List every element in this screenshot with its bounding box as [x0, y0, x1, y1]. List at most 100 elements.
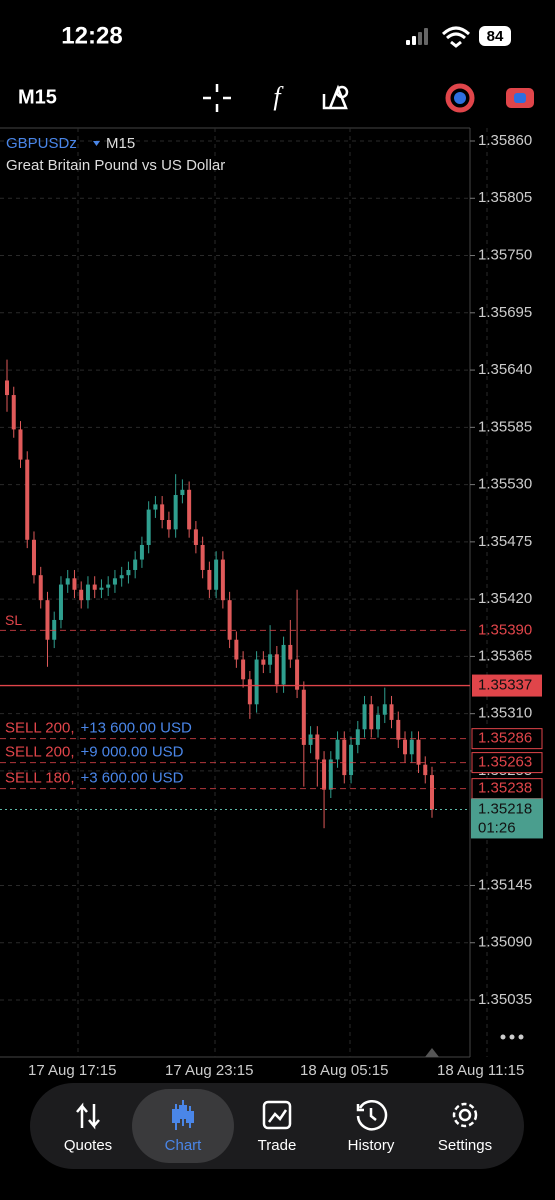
y-tick-label: 1.35090	[478, 934, 532, 951]
candle-body	[349, 744, 354, 776]
y-tick-label: 1.35695	[478, 304, 532, 321]
y-tick-label: 1.35035	[478, 991, 532, 1008]
x-tick-label: 18 Aug 05:15	[300, 1062, 388, 1079]
chart-icon[interactable]	[172, 1100, 194, 1130]
candle-body	[301, 689, 306, 745]
y-tick-label: 1.35420	[478, 590, 532, 607]
candle-body	[376, 714, 381, 730]
candle-body	[389, 704, 394, 720]
bid-price: 1.35337	[478, 677, 532, 694]
current-price: 1.35218	[478, 800, 532, 817]
candle-body	[160, 504, 165, 521]
candle-body	[187, 489, 192, 530]
y-tick-label: 1.35585	[478, 418, 532, 435]
price-box	[471, 798, 543, 839]
candle-body	[295, 659, 300, 690]
chart-timeframe: M15	[106, 135, 135, 152]
candle-body	[18, 429, 23, 460]
symbol-dropdown	[93, 141, 100, 146]
nav-label[interactable]: Quotes	[64, 1137, 112, 1154]
chart: 17 Aug 17:15 17 Aug 23:15 18 Aug 05:15 18 A…	[0, 128, 543, 1079]
bar-timer: 01:26	[478, 819, 516, 836]
y-tick-label: 1.35805	[478, 189, 532, 206]
order-price-box	[471, 728, 543, 750]
nav-label[interactable]: Trade	[258, 1137, 297, 1154]
candle-body	[396, 719, 401, 740]
candle-body	[180, 489, 185, 496]
order-price: 1.35286	[478, 730, 532, 747]
x-tick-label: 17 Aug 17:15	[28, 1062, 116, 1079]
candle-body	[281, 644, 286, 685]
candle-body	[200, 544, 205, 570]
sl-price: 1.35390	[478, 621, 532, 638]
candle-body	[247, 679, 252, 705]
candle-body	[288, 644, 293, 660]
order-side: SELL 200,	[5, 720, 75, 737]
candle-body	[416, 739, 421, 765]
candle-body	[25, 459, 30, 540]
quotes-icon[interactable]	[76, 1102, 100, 1130]
candle-body	[38, 575, 43, 601]
y-tick-label: 1.35530	[478, 476, 532, 493]
candle-body	[234, 639, 239, 660]
candle-body	[328, 759, 333, 790]
trade-icon[interactable]	[262, 1100, 292, 1130]
settings-icon[interactable]	[452, 1102, 478, 1128]
candle-body	[146, 509, 151, 545]
y-tick-label: 1.35640	[478, 361, 532, 378]
battery-icon	[479, 26, 511, 46]
candle-body	[382, 704, 387, 715]
battery-level: 84	[487, 28, 504, 45]
nav-label[interactable]: Chart	[165, 1137, 203, 1154]
sl-label: SL	[5, 612, 22, 628]
bid-box	[472, 674, 542, 697]
order-profit: +13 600.00 USD	[81, 720, 192, 737]
status-time: 12:28	[61, 22, 122, 49]
order-price: 1.35263	[478, 754, 532, 771]
order-side: SELL 180,	[5, 770, 75, 787]
scroll-marker	[425, 1048, 439, 1057]
candle-body	[261, 659, 266, 665]
candle-body	[254, 659, 259, 705]
candle-body	[423, 764, 428, 776]
objects-button[interactable]	[322, 84, 349, 110]
candle-body	[72, 578, 77, 590]
candle-body	[274, 654, 279, 685]
trade-button[interactable]	[506, 88, 534, 108]
candle-body	[99, 587, 104, 590]
candle-body	[355, 729, 360, 745]
order-profit: +9 000.00 USD	[81, 744, 184, 761]
signal-icon	[406, 28, 428, 45]
order-profit: +3 600.00 USD	[81, 770, 184, 787]
x-tick-label: 17 Aug 23:15	[165, 1062, 253, 1079]
history-icon[interactable]	[356, 1100, 388, 1131]
candle-body	[45, 600, 50, 640]
candle-body	[52, 619, 57, 640]
candle-body	[58, 584, 63, 620]
candle-body	[220, 559, 225, 601]
symbol[interactable]: GBPUSDz	[6, 135, 77, 152]
timeframe-button[interactable]: M15	[18, 86, 57, 108]
candle-body	[65, 578, 70, 585]
y-tick-label: 1.35750	[478, 247, 532, 264]
x-tick-label: 18 Aug 11:15	[437, 1062, 524, 1079]
candle-body	[308, 734, 313, 745]
candle-body	[11, 395, 16, 430]
account-button[interactable]	[445, 83, 475, 113]
symbol-description: Great Britain Pound vs US Dollar	[6, 157, 225, 174]
candle-body	[268, 654, 273, 665]
crosshair-button[interactable]	[203, 84, 231, 112]
more-button[interactable]	[500, 1034, 524, 1040]
candle-body	[207, 569, 212, 590]
nav-label[interactable]: Settings	[438, 1137, 492, 1154]
order-price: 1.35238	[478, 780, 532, 797]
candle-body	[139, 544, 144, 560]
candle-body	[214, 559, 219, 590]
candle-body	[369, 704, 374, 730]
indicators-button[interactable]: f	[273, 82, 284, 111]
order-label: SELL 180, +3 600.00 USD	[5, 770, 184, 787]
order-side: SELL 200,	[5, 744, 75, 761]
nav-label[interactable]: History	[348, 1137, 395, 1154]
y-tick-label: 1.35145	[478, 876, 532, 893]
